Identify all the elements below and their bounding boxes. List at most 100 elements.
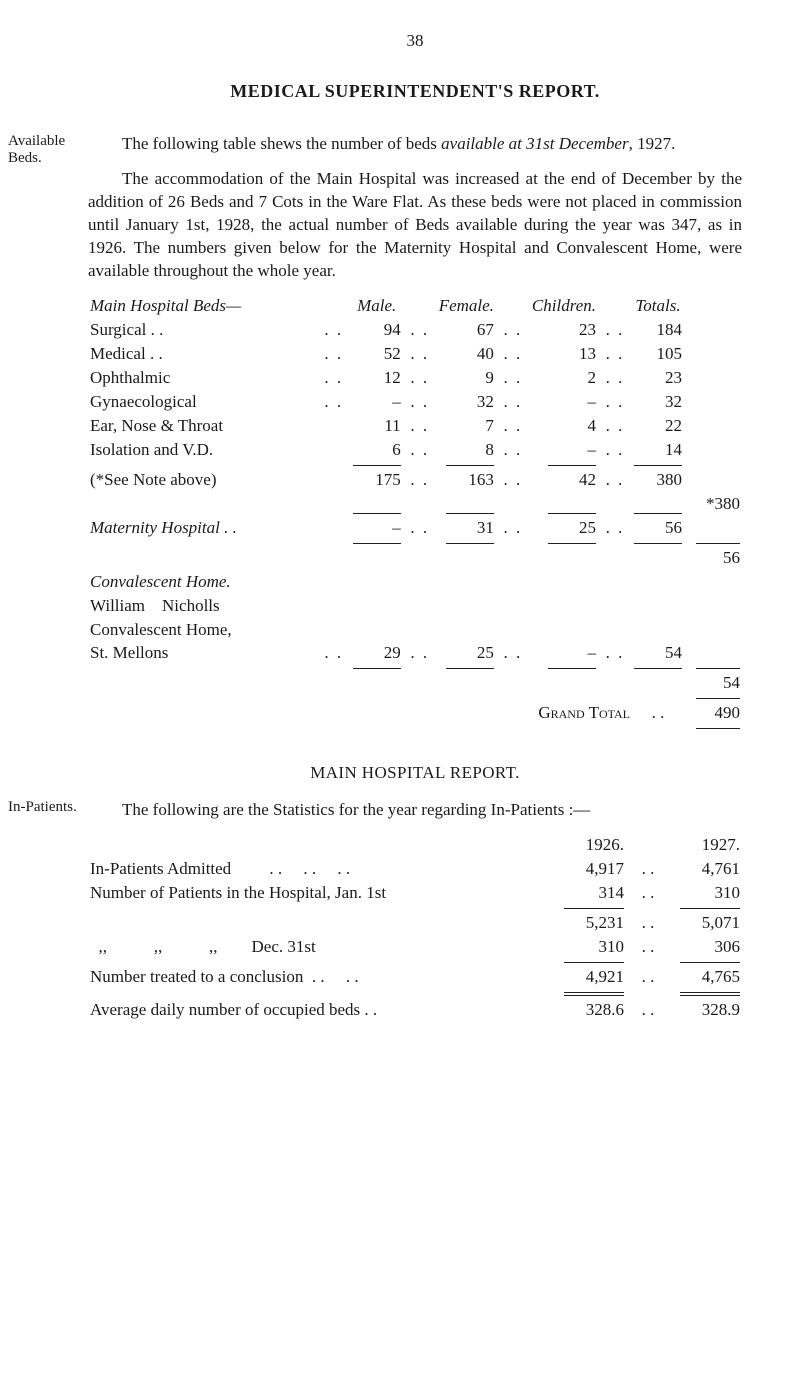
side-label-available-beds: Available Beds. <box>8 133 80 168</box>
subtotal-row: (*See Note above) 175 . . 163 . . 42 . .… <box>88 468 742 492</box>
cell: 25 <box>530 516 598 540</box>
main-report-title: MAIN HOSPITAL REPORT. <box>88 762 742 785</box>
cell: . . <box>317 343 351 367</box>
cell: 105 <box>632 343 684 367</box>
cell-label: Medical . . <box>88 343 317 367</box>
cell: 310 <box>554 935 626 959</box>
cell-label: Ophthalmic <box>88 367 317 391</box>
rule <box>446 668 494 669</box>
cell: 314 <box>554 882 626 906</box>
cell: . . <box>496 516 530 540</box>
rule <box>634 668 682 669</box>
rule <box>446 543 494 544</box>
cell: . . <box>403 468 437 492</box>
table-row: Ophthalmic . . 12 . . 9 . . 2 . . 23 <box>88 367 742 391</box>
table-row: ,, ,, ,, Dec. 31st 310 . . 306 <box>88 935 742 959</box>
rule <box>548 668 596 669</box>
cell: – <box>351 516 403 540</box>
cell-label: In-Patients Admitted . . . . . . <box>88 858 554 882</box>
table-row: Surgical . . . . 94 . . 67 . . 23 . . 18… <box>88 319 742 343</box>
cell: . . <box>403 391 437 415</box>
cell: . . <box>496 319 530 343</box>
cell: 12 <box>351 367 403 391</box>
table-row: Number treated to a conclusion . . . . 4… <box>88 965 742 989</box>
cell: 22 <box>632 415 684 439</box>
cell: 4,917 <box>554 858 626 882</box>
cell: 5,071 <box>670 911 742 935</box>
year-2: 1927. <box>670 834 742 858</box>
table-row: Isolation and V.D. 6 . . 8 . . – . . 14 <box>88 438 742 462</box>
table-row: Ear, Nose & Throat 11 . . 7 . . 4 . . 22 <box>88 415 742 439</box>
rule <box>696 543 740 544</box>
dbl-rule-row <box>88 989 742 998</box>
cell: 94 <box>351 319 403 343</box>
year-row: 1926. 1927. <box>88 834 742 858</box>
cell: 40 <box>437 343 496 367</box>
cell: 328.9 <box>670 998 742 1022</box>
cell: . . <box>403 438 437 462</box>
cell: . . <box>496 415 530 439</box>
cell: 8 <box>437 438 496 462</box>
stats-table: 1926. 1927. In-Patients Admitted . . . .… <box>88 834 742 1023</box>
rule <box>548 543 596 544</box>
cell: 32 <box>632 391 684 415</box>
cell: 31 <box>437 516 496 540</box>
double-rule <box>564 992 624 996</box>
conv-l1: William Nicholls <box>88 594 742 618</box>
rule <box>564 908 624 909</box>
report-title: MEDICAL SUPERINTENDENT'S REPORT. <box>88 79 742 103</box>
cell: . . <box>626 858 670 882</box>
side-label-in-patients: In-Patients. <box>8 799 80 816</box>
cell: 42 <box>530 468 598 492</box>
cell: . . <box>317 642 351 666</box>
cell: . . <box>496 367 530 391</box>
table-row: Gynaecological . . – . . 32 . . – . . 32 <box>88 391 742 415</box>
para-1: The following table shews the number of … <box>88 133 742 156</box>
cell: . . <box>403 516 437 540</box>
cell: 7 <box>437 415 496 439</box>
grand-total-value: 490 <box>684 702 742 726</box>
cell <box>317 438 351 462</box>
year-1: 1926. <box>554 834 626 858</box>
cell: . . <box>626 882 670 906</box>
cell: 13 <box>530 343 598 367</box>
sum-row: 5,231 . . 5,071 <box>88 911 742 935</box>
cell: 4 <box>530 415 598 439</box>
cell: – <box>530 391 598 415</box>
cell-extra: 56 <box>684 546 742 570</box>
cell: 4,761 <box>670 858 742 882</box>
hdr-totals: Totals. <box>632 295 684 319</box>
cell-label: Isolation and V.D. <box>88 438 317 462</box>
maternity-row: Maternity Hospital . . – . . 31 . . 25 .… <box>88 516 742 540</box>
cell: . . <box>496 438 530 462</box>
rule <box>353 513 401 514</box>
rule <box>353 543 401 544</box>
para-1c: , 1927. <box>629 134 676 153</box>
hdr-male: Male. <box>351 295 403 319</box>
grand-total-row: Grand Total . . 490 <box>88 702 742 726</box>
cell: – <box>351 391 403 415</box>
cell <box>317 415 351 439</box>
cell: . . <box>403 642 437 666</box>
beds-table: Main Hospital Beds— Male. Female. Childr… <box>88 295 742 732</box>
rule <box>696 668 740 669</box>
cell: . . <box>598 391 632 415</box>
rule <box>696 698 740 699</box>
cell: 23 <box>632 367 684 391</box>
rule <box>634 543 682 544</box>
cell: 306 <box>670 935 742 959</box>
cell: 9 <box>437 367 496 391</box>
cell: 25 <box>437 642 496 666</box>
hdr-children: Children. <box>530 295 598 319</box>
rule <box>446 465 494 466</box>
cell: 310 <box>670 882 742 906</box>
cell: 14 <box>632 438 684 462</box>
cell: – <box>530 642 598 666</box>
rule <box>353 668 401 669</box>
cell: 56 <box>632 516 684 540</box>
table-row: Number of Patients in the Hospital, Jan.… <box>88 882 742 906</box>
cell: . . <box>317 367 351 391</box>
rule <box>548 465 596 466</box>
cell: . . <box>598 642 632 666</box>
para-1a: The following table shews the number of … <box>122 134 441 153</box>
